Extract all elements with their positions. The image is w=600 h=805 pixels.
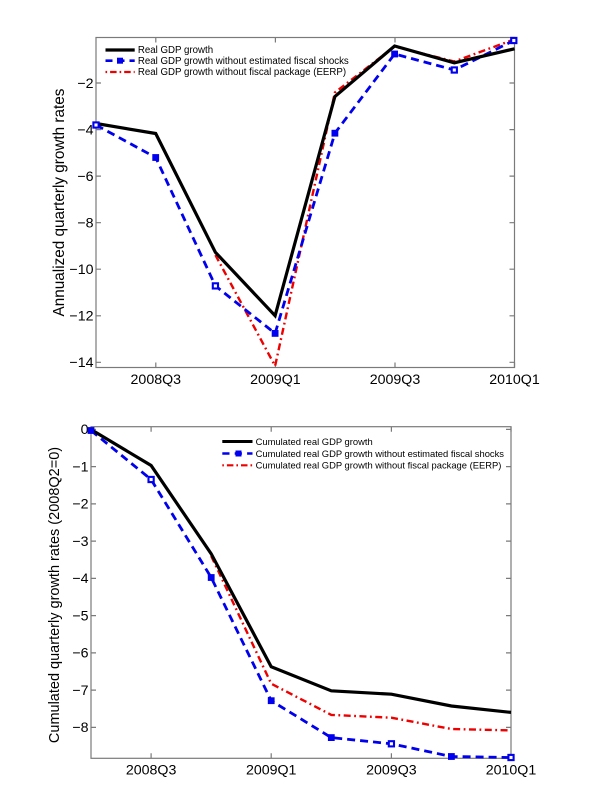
- svg-text:2010Q1: 2010Q1: [486, 762, 537, 778]
- svg-text:−6: −6: [77, 169, 93, 185]
- svg-text:−8: −8: [72, 720, 88, 736]
- svg-text:Real GDP growth without estima: Real GDP growth without estimated fiscal…: [138, 56, 349, 67]
- svg-text:−14: −14: [69, 355, 93, 371]
- svg-text:2008Q3: 2008Q3: [126, 762, 177, 778]
- svg-text:−8: −8: [77, 216, 93, 232]
- svg-text:Cumulated real GDP growth with: Cumulated real GDP growth without fiscal…: [256, 460, 502, 471]
- svg-text:−6: −6: [72, 646, 88, 662]
- svg-text:Real GDP growth without fiscal: Real GDP growth without fiscal package (…: [138, 67, 346, 78]
- svg-text:2009Q1: 2009Q1: [246, 762, 297, 778]
- svg-text:2009Q3: 2009Q3: [370, 372, 421, 388]
- svg-text:Cumulated real GDP growth: Cumulated real GDP growth: [256, 436, 373, 447]
- svg-text:2008Q3: 2008Q3: [131, 372, 182, 388]
- svg-text:2009Q3: 2009Q3: [366, 762, 417, 778]
- svg-text:0: 0: [81, 422, 89, 438]
- svg-text:Real GDP growth: Real GDP growth: [138, 45, 213, 56]
- svg-text:2010Q1: 2010Q1: [489, 372, 540, 388]
- svg-text:Annualized quarterly growth ra: Annualized quarterly growth rates: [51, 88, 68, 316]
- svg-text:−4: −4: [77, 122, 93, 138]
- svg-text:−2: −2: [77, 76, 93, 92]
- svg-text:Cumulated real GDP growth with: Cumulated real GDP growth without estima…: [256, 448, 505, 459]
- svg-text:−7: −7: [72, 683, 88, 699]
- svg-text:−4: −4: [72, 571, 88, 587]
- svg-text:−5: −5: [72, 608, 88, 624]
- svg-text:−1: −1: [72, 459, 88, 475]
- svg-text:2009Q1: 2009Q1: [250, 372, 301, 388]
- svg-text:−3: −3: [72, 534, 88, 550]
- svg-text:Cumulated quarterly growth rat: Cumulated quarterly growth rates (2008Q2…: [47, 447, 63, 743]
- svg-text:−10: −10: [69, 262, 93, 278]
- svg-text:−2: −2: [72, 497, 88, 513]
- svg-text:−12: −12: [69, 309, 93, 325]
